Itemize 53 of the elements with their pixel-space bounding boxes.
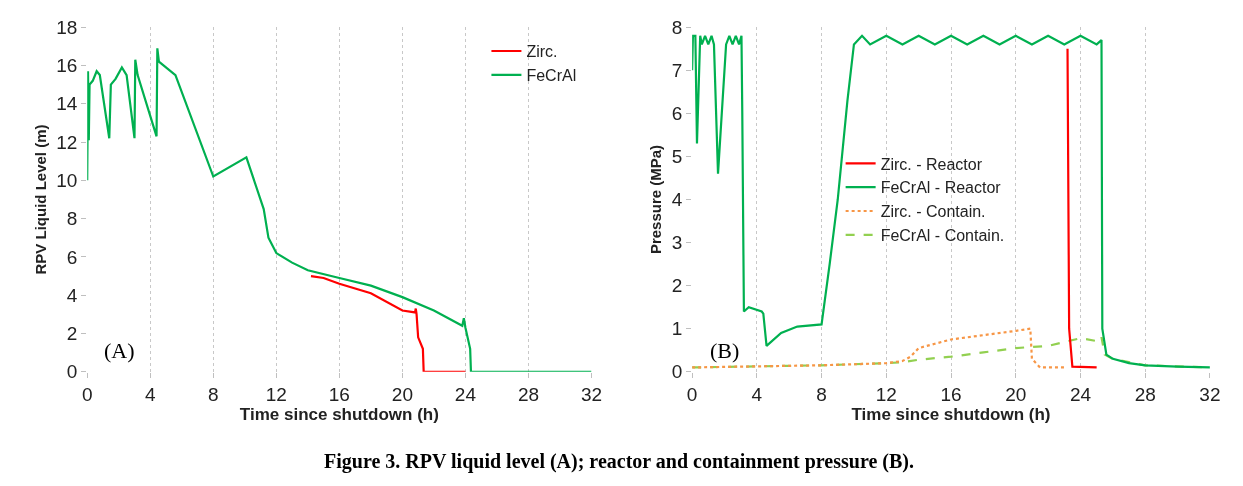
- y-tick-label: 3: [671, 232, 683, 254]
- y-tick-label: 6: [671, 103, 683, 124]
- y-axis-title: RPV Liquid Level (m): [31, 124, 49, 275]
- legend-label: Zirc. - Reactor: [880, 155, 983, 173]
- y-tick-label: 0: [66, 361, 78, 383]
- x-tick-label: 0: [81, 383, 93, 405]
- x-tick-label: 20: [391, 383, 413, 405]
- line-series: [692, 34, 1210, 369]
- x-tick-label: 12: [265, 383, 287, 405]
- y-tick-label: 4: [671, 189, 683, 211]
- y-tick-label: 18: [56, 16, 78, 38]
- y-tick-label: 5: [671, 146, 683, 168]
- annotation: (B): [710, 338, 740, 363]
- y-tick-label: 10: [56, 169, 78, 191]
- x-tick-label: 16: [940, 383, 962, 405]
- x-tick-label: 24: [454, 383, 477, 405]
- y-tick-label: 8: [671, 16, 683, 38]
- x-tick-label: 8: [816, 383, 827, 405]
- y-tick-label: 2: [671, 275, 683, 297]
- line-series: [1066, 47, 1098, 369]
- legend-label: Zirc. - Contain.: [880, 203, 986, 221]
- legend-label: FeCrAl: [526, 67, 577, 85]
- x-tick-label: 0: [686, 383, 698, 405]
- legend-label: FeCrAl - Contain.: [880, 227, 1005, 245]
- x-tick-label: 32: [580, 383, 603, 405]
- x-axis-title: Time since shutdown (h): [851, 404, 1051, 424]
- annotation: (A): [104, 338, 135, 363]
- x-tick-label: 16: [328, 383, 350, 405]
- y-tick-label: 2: [66, 323, 78, 345]
- x-tick-label: 32: [1199, 383, 1221, 405]
- legend-label: FeCrAl - Reactor: [880, 179, 1002, 197]
- y-tick-label: 7: [671, 59, 683, 81]
- y-tick-label: 16: [56, 55, 78, 77]
- x-tick-label: 28: [517, 383, 540, 405]
- x-tick-label: 20: [1005, 383, 1027, 405]
- y-tick-label: 14: [56, 93, 78, 115]
- x-tick-label: 12: [875, 383, 897, 405]
- y-tick-label: 1: [671, 318, 683, 340]
- y-axis-title: Pressure (MPa): [646, 144, 664, 255]
- y-tick-label: 4: [66, 284, 78, 306]
- caption: Figure 3. RPV liquid level (A); reactor and containment pressure (B).: [324, 450, 914, 473]
- x-tick-label: 4: [751, 383, 763, 405]
- line-series: [692, 327, 1066, 369]
- x-tick-label: 4: [144, 383, 156, 405]
- y-tick-label: 8: [66, 208, 78, 230]
- legend-label: Zirc.: [526, 43, 558, 61]
- x-tick-label: 28: [1134, 383, 1156, 405]
- x-tick-label: 8: [207, 383, 219, 405]
- x-tick-label: 24: [1069, 383, 1092, 405]
- x-axis-title: Time since shutdown (h): [239, 404, 439, 424]
- y-tick-label: 12: [56, 131, 78, 153]
- y-tick-label: 0: [671, 361, 683, 383]
- y-tick-label: 6: [66, 246, 78, 268]
